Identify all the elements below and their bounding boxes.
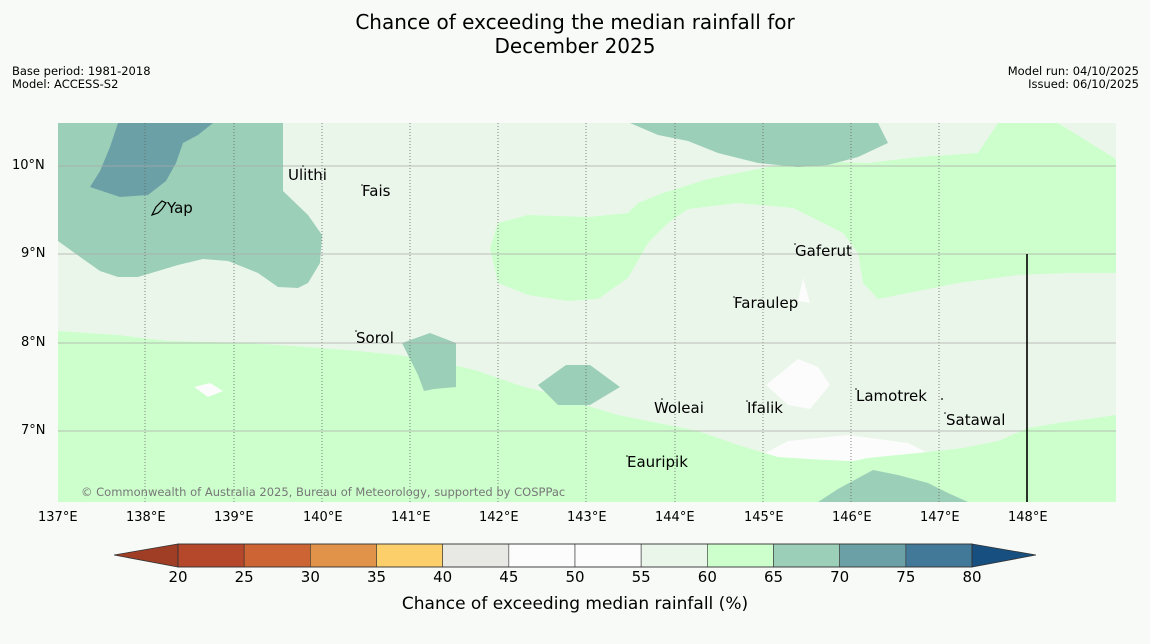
colorbar-tick-label: 25 [234, 568, 254, 586]
colorbar-segment [707, 543, 774, 568]
band-60-65 [58, 123, 1116, 502]
model-run: Model run: 04/10/2025 [1007, 64, 1139, 78]
colorbar-outline [177, 543, 973, 568]
lon-label-142e: 142°E [479, 510, 519, 525]
colorbar-segment [310, 543, 377, 568]
chart-title-line1: Chance of exceeding the median rainfall … [355, 10, 795, 34]
place-faraulep: Faraulep [734, 294, 798, 312]
latitude-gridlines [58, 165, 1116, 432]
colorbar-tick-label: 70 [830, 568, 850, 586]
marker-ulithi [302, 165, 304, 167]
lon-label-144e: 144°E [655, 510, 695, 525]
place-lamotrek: Lamotrek [856, 387, 927, 405]
lon-label-138e: 138°E [126, 510, 166, 525]
marker-woleai [661, 398, 663, 400]
band-65-70-woleai [538, 365, 620, 405]
lon-label-145e: 145°E [744, 510, 784, 525]
colorbar-segment [839, 543, 907, 568]
marker-sorol [355, 330, 357, 332]
colorbar-tick-label: 55 [631, 568, 651, 586]
colorbar-over-triangle [971, 543, 1036, 568]
place-sorol: Sorol [356, 329, 394, 347]
colorbar-segment [905, 543, 973, 568]
colorbar-segment [640, 543, 708, 568]
lon-label-137e: 137°E [38, 510, 78, 525]
colorbar-tick-label: 20 [168, 568, 188, 586]
place-satawal: Satawal [946, 411, 1005, 429]
colorbar-tick-label: 60 [697, 568, 717, 586]
marker-faraulep [733, 296, 735, 298]
chart-title-line2: December 2025 [494, 34, 656, 58]
lon-label-140e: 140°E [303, 510, 343, 525]
colorbar-segments [177, 543, 973, 568]
colorbar-segment [376, 543, 443, 568]
colorbar-tick-label: 80 [962, 568, 982, 586]
colorbar-under-triangle [114, 543, 179, 568]
colorbar-tick-label: 40 [433, 568, 453, 586]
lon-label-147e: 147°E [920, 510, 960, 525]
lon-label-143e: 143°E [567, 510, 607, 525]
marker-satawal [944, 412, 946, 414]
colorbar-tick-label: 35 [366, 568, 387, 586]
band-55-60-southeast [920, 423, 948, 437]
colorbar-tick-label: 50 [565, 568, 585, 586]
marker-lamotrek [855, 388, 857, 390]
colorbar-tick-label: 65 [763, 568, 784, 586]
place-woleai: Woleai [654, 399, 704, 417]
place-markers [302, 165, 946, 457]
place-ulithi: Ulithi [288, 166, 327, 184]
colorbar-tick-label: 30 [300, 568, 320, 586]
lat-label-8n: 8°N [21, 335, 46, 350]
lat-label-10n: 10°N [12, 158, 45, 173]
place-yap: Yap [166, 199, 193, 217]
copyright-text: © Commonwealth of Australia 2025, Bureau… [81, 485, 565, 499]
colorbar-segment [442, 543, 510, 568]
marker-gaferut [794, 243, 796, 245]
rainfall-map: Ulithi Fais Yap Gaferut Faraulep Sorol L… [58, 123, 1116, 502]
colorbar-tick-label: 75 [896, 568, 916, 586]
colorbar-segment [773, 543, 840, 568]
lon-label-139e: 139°E [214, 510, 254, 525]
band-45-55-faraulep [798, 278, 810, 303]
lon-label-146e: 146°E [832, 510, 872, 525]
band-65-70-sorol [402, 333, 456, 391]
marker-eauripik [626, 455, 628, 457]
band-65-70-south [818, 470, 968, 502]
band-65-70-north [630, 123, 888, 167]
base-period: Base period: 1981-2018 [12, 64, 151, 78]
marker-fais [361, 184, 363, 186]
band-60-65-southeast [753, 415, 1116, 502]
lat-label-7n: 7°N [21, 423, 46, 438]
colorbar-title: Chance of exceeding median rainfall (%) [401, 594, 749, 614]
issued-date: Issued: 06/10/2025 [1028, 77, 1139, 91]
place-labels: Ulithi Fais Yap Gaferut Faraulep Sorol L… [166, 166, 1005, 471]
marker-lamotrek-east [941, 398, 943, 400]
band-70-75-yap [90, 123, 213, 197]
model-name: Model: ACCESS-S2 [12, 77, 119, 91]
lon-label-141e: 141°E [391, 510, 431, 525]
colorbar-segment [574, 543, 642, 568]
place-gaferut: Gaferut [795, 242, 852, 260]
colorbar [114, 543, 1036, 568]
place-ifalik: Ifalik [747, 399, 783, 417]
longitude-gridlines [144, 123, 940, 502]
band-45-55-ifalik [766, 359, 830, 409]
place-eauripik: Eauripik [627, 453, 688, 471]
yap-island-icon [150, 200, 167, 217]
colorbar-tick-label: 45 [499, 568, 519, 586]
band-45-55-west [194, 383, 223, 397]
colorbar-segment [508, 543, 576, 568]
colorbar-segment [243, 543, 311, 568]
marker-ifalik [746, 400, 748, 402]
colorbar-segment [177, 543, 245, 568]
lat-label-9n: 9°N [21, 246, 46, 261]
lon-label-148e: 148°E [1008, 510, 1048, 525]
place-fais: Fais [362, 182, 391, 200]
